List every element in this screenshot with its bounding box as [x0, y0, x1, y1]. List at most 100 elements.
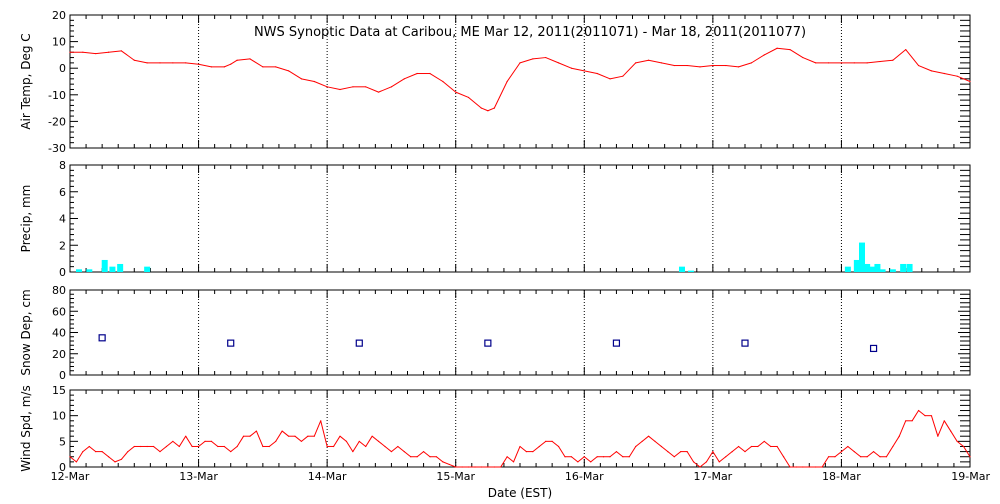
- airtemp-point: [429, 72, 431, 75]
- y-axis-label-airtemp: Air Temp, Deg C: [19, 33, 33, 129]
- precip-bar: [874, 263, 881, 272]
- wind-point: [866, 456, 868, 458]
- airtemp-point: [635, 62, 637, 64]
- wind-line-segment: [918, 410, 926, 417]
- wind-point: [140, 445, 142, 448]
- wind-line-segment: [352, 441, 360, 452]
- wind-line-segment: [686, 451, 694, 463]
- x-date-label: 16-Mar: [565, 470, 604, 483]
- wind-point: [358, 440, 360, 442]
- airtemp-line-segment: [558, 62, 572, 69]
- precip-bar: [101, 259, 108, 272]
- wind-line-segment: [841, 446, 849, 452]
- y-tick-label: 40: [52, 327, 66, 340]
- wind-line-segment: [114, 458, 122, 463]
- airtemp-point: [853, 62, 855, 64]
- wind-line-segment: [628, 446, 637, 457]
- wind-line-segment: [391, 446, 399, 452]
- airtemp-line-segment: [487, 107, 495, 112]
- wind-point: [583, 456, 585, 458]
- snow-depth-marker: [98, 334, 106, 342]
- wind-line-segment: [744, 446, 752, 452]
- wind-point: [416, 456, 418, 458]
- airtemp-point: [377, 91, 380, 93]
- airtemp-point: [82, 51, 84, 53]
- wind-line-segment: [738, 446, 746, 452]
- precip-bar: [86, 269, 93, 272]
- wind-point: [75, 461, 78, 463]
- wind-point: [840, 451, 843, 453]
- airtemp-point: [120, 50, 123, 52]
- x-date-label: 14-Mar: [308, 470, 347, 483]
- wind-line-segment: [436, 456, 444, 463]
- wind-line-segment: [255, 430, 264, 447]
- precip-bar: [900, 263, 907, 272]
- airtemp-line-segment: [391, 78, 405, 88]
- wind-line-segment: [153, 446, 161, 452]
- wind-line-segment: [449, 463, 456, 468]
- wind-point: [712, 451, 714, 453]
- wind-point: [737, 445, 740, 448]
- wind-line-segment: [558, 446, 566, 457]
- airtemp-point: [673, 64, 675, 67]
- wind-line-segment: [166, 440, 174, 447]
- airtemp-point: [712, 64, 714, 67]
- airtemp-line-segment: [288, 70, 302, 80]
- wind-point: [950, 430, 952, 432]
- wind-point: [107, 456, 110, 458]
- x-date-label: 19-Mar: [951, 470, 990, 483]
- airtemp-line-segment: [301, 78, 315, 82]
- wind-line-segment: [866, 451, 874, 458]
- airtemp-line-segment: [224, 63, 231, 68]
- wind-point: [590, 461, 592, 463]
- wind-point: [827, 456, 830, 458]
- wind-line-segment: [538, 440, 547, 447]
- wind-point: [937, 435, 939, 437]
- wind-line-segment: [513, 446, 521, 463]
- wind-point: [519, 445, 521, 448]
- airtemp-line-segment: [339, 86, 353, 90]
- airtemp-line-segment: [455, 91, 469, 98]
- airtemp-point: [69, 51, 71, 53]
- wind-line-segment: [609, 451, 617, 458]
- wind-point: [307, 435, 309, 437]
- y-axis-label-precip: Precip, mm: [19, 185, 33, 253]
- airtemp-point: [609, 78, 611, 80]
- airtemp-line-segment: [506, 62, 521, 82]
- airtemp-line-segment: [751, 54, 765, 64]
- wind-line-segment: [648, 435, 656, 442]
- precip-bar: [117, 263, 124, 272]
- wind-point: [268, 445, 270, 448]
- airtemp-point: [763, 54, 765, 56]
- airtemp-point: [249, 58, 251, 60]
- wind-point: [673, 456, 675, 458]
- wind-point: [512, 461, 515, 463]
- wind-point: [339, 435, 341, 437]
- airtemp-point: [107, 51, 110, 53]
- wind-point: [230, 451, 232, 453]
- wind-point: [577, 461, 579, 463]
- wind-point: [294, 435, 296, 437]
- y-tick-label: -30: [48, 142, 66, 155]
- wind-line-segment: [378, 440, 386, 447]
- wind-line-segment: [371, 435, 379, 442]
- airtemp-point: [750, 62, 753, 64]
- wind-point: [725, 456, 727, 458]
- wind-point: [834, 456, 836, 458]
- wind-line-segment: [532, 446, 540, 452]
- y-tick-label: -20: [48, 115, 66, 128]
- airtemp-point: [455, 91, 457, 93]
- wind-point: [564, 456, 566, 458]
- wind-point: [853, 451, 855, 453]
- airtemp-line-segment: [738, 62, 752, 68]
- airtemp-line-segment: [956, 75, 971, 82]
- airtemp-point: [930, 70, 933, 72]
- wind-point: [570, 456, 573, 458]
- wind-point: [345, 440, 348, 442]
- x-date-label: 13-Mar: [179, 470, 218, 483]
- precip-bar: [688, 270, 694, 272]
- airtemp-point: [133, 59, 135, 61]
- wind-point: [692, 461, 695, 463]
- wind-line-segment: [320, 420, 328, 447]
